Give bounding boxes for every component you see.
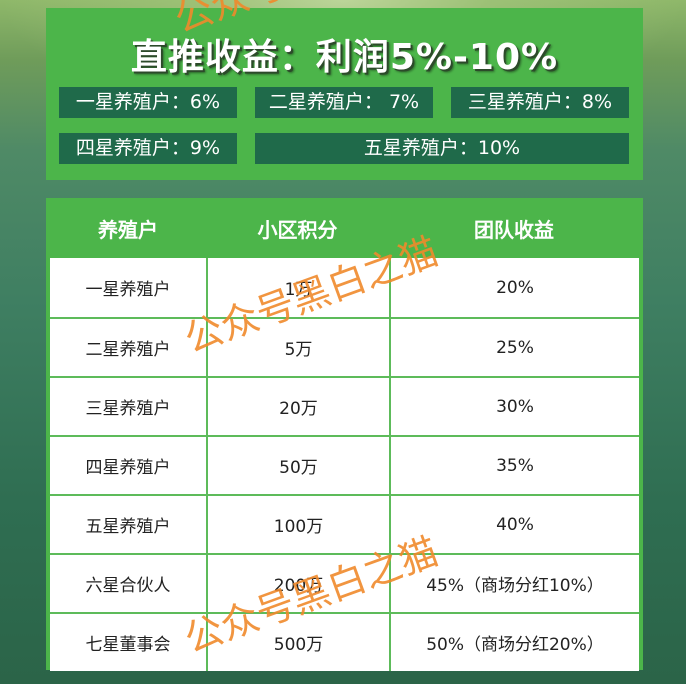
table-cell: 500万 — [206, 614, 389, 671]
table-cell: 100万 — [206, 496, 389, 553]
column-header: 养殖户 — [98, 217, 158, 242]
table-row: 一星养殖户 1万 20% — [50, 258, 639, 317]
table-cell: 四星养殖户 — [85, 458, 171, 478]
table-cell: 50%（商场分红20%） — [389, 614, 639, 671]
table-cell: 二星养殖户 — [85, 340, 171, 360]
table-cell: 七星董事会 — [85, 635, 171, 655]
table-row: 四星养殖户 50万 35% — [50, 435, 639, 494]
table-cell: 35% — [389, 437, 639, 494]
level-chip: 一星养殖户：6% — [59, 87, 237, 118]
table-cell: 20万 — [206, 378, 389, 435]
table-cell: 三星养殖户 — [85, 399, 171, 419]
table-cell: 5万 — [206, 319, 389, 376]
team-income-table: 养殖户 小区积分 团队收益 一星养殖户 1万 20% 二星养殖户 5万 25% 三星养殖户 2… — [46, 198, 643, 671]
table-cell: 五星养殖户 — [85, 517, 171, 537]
level-chip: 五星养殖户：10% — [255, 133, 629, 164]
table-cell: 一星养殖户 — [85, 280, 171, 300]
level-chip: 四星养殖户：9% — [59, 133, 237, 164]
table-cell: 六星合伙人 — [85, 576, 171, 596]
table-body: 一星养殖户 1万 20% 二星养殖户 5万 25% 三星养殖户 20万 30% 四星养殖户 50万 3… — [50, 258, 639, 671]
page-title: 直推收益：利润5%-10% — [130, 37, 559, 78]
table-row: 七星董事会 500万 50%（商场分红20%） — [50, 612, 639, 671]
table-cell: 50万 — [206, 437, 389, 494]
column-header: 团队收益 — [474, 217, 554, 242]
table-cell: 200万 — [206, 555, 389, 612]
table-cell: 1万 — [206, 258, 389, 317]
table-header: 养殖户 小区积分 团队收益 — [50, 198, 639, 258]
table-row: 五星养殖户 100万 40% — [50, 494, 639, 553]
column-header: 小区积分 — [257, 217, 338, 242]
table-cell: 20% — [389, 258, 639, 317]
table-row: 二星养殖户 5万 25% — [50, 317, 639, 376]
table-cell: 40% — [389, 496, 639, 553]
direct-referral-panel: 直推收益：利润5%-10% 一星养殖户：6% 二星养殖户： 7% 三星养殖户：8… — [46, 8, 643, 180]
level-chip: 二星养殖户： 7% — [255, 87, 433, 118]
table-cell: 45%（商场分红10%） — [389, 555, 639, 612]
table-cell: 25% — [389, 319, 639, 376]
table-row: 六星合伙人 200万 45%（商场分红10%） — [50, 553, 639, 612]
level-chip: 三星养殖户：8% — [451, 87, 629, 118]
table-row: 三星养殖户 20万 30% — [50, 376, 639, 435]
table-cell: 30% — [389, 378, 639, 435]
